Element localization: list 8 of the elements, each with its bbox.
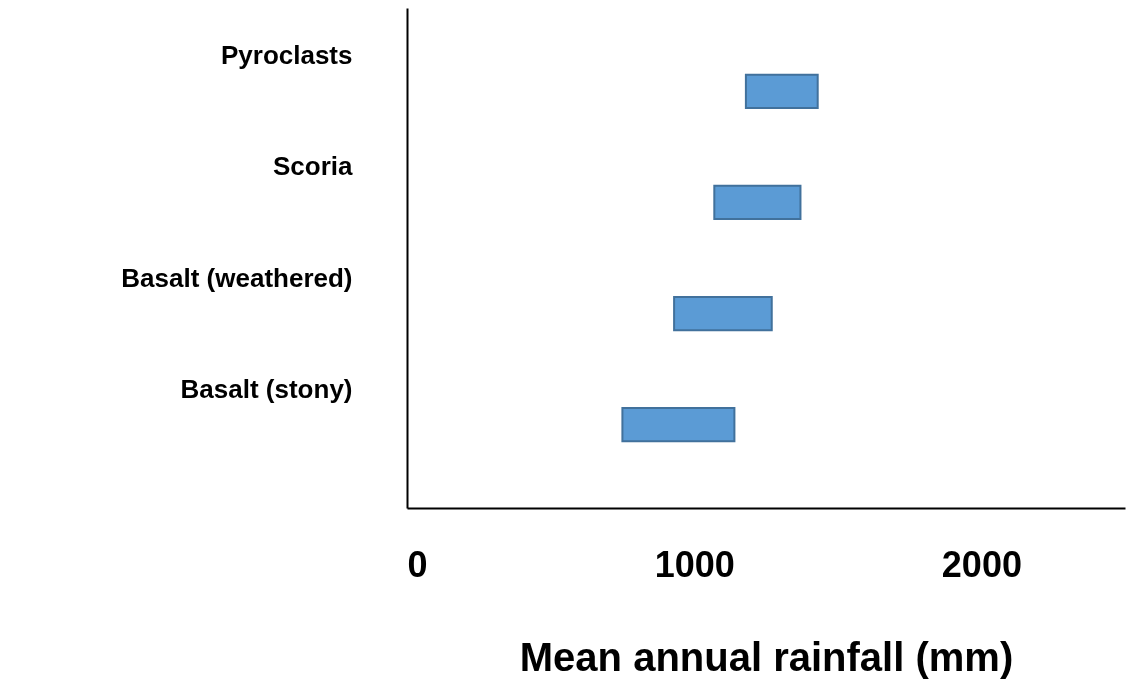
y-tick-label: Pyroclasts bbox=[220, 40, 353, 71]
x-axis-title: Mean annual rainfall (mm) bbox=[519, 634, 1014, 679]
y-tick-label: Basalt (stony) bbox=[180, 373, 353, 404]
y-tick-label: Scoria bbox=[273, 151, 354, 182]
x-tick-label: 0 bbox=[407, 543, 428, 585]
y-tick-label: Basalt (weathered) bbox=[121, 262, 353, 293]
x-tick-label: 2000 bbox=[941, 543, 1022, 585]
x-tick-label: 1000 bbox=[654, 543, 735, 585]
